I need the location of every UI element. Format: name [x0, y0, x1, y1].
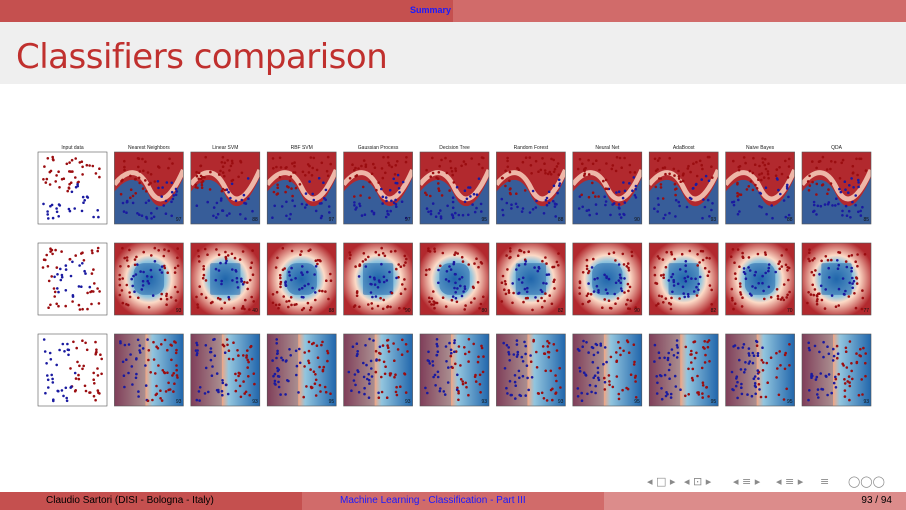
- column-title: Random Forest: [514, 145, 549, 151]
- accuracy-score: 88: [252, 217, 258, 223]
- accuracy-score: 97: [405, 217, 411, 223]
- classifier-panel: 88: [190, 151, 261, 225]
- footer-left: Claudio Sartori (DISI - Bologna - Italy): [0, 492, 302, 510]
- slide-title: Classifiers comparison: [16, 37, 388, 77]
- accuracy-score: 93: [176, 308, 182, 314]
- classifier-panel: 88: [496, 151, 566, 225]
- accuracy-score: 90: [405, 308, 411, 314]
- nav-toc-icon[interactable]: ≡: [820, 475, 830, 488]
- classifier-panel: 80: [419, 242, 490, 316]
- accuracy-score: 77: [863, 308, 869, 314]
- footer-course[interactable]: Machine Learning - Classification - Part…: [340, 495, 526, 506]
- column-title: Decision Tree: [439, 145, 470, 151]
- column-title: RBF SVM: [291, 145, 313, 151]
- section-link[interactable]: Summary: [409, 5, 451, 15]
- accuracy-score: 93: [711, 217, 717, 223]
- header-bar-right: [453, 0, 906, 22]
- classifier-panel: 88: [725, 151, 795, 225]
- accuracy-score: 88: [787, 217, 793, 223]
- footer: Claudio Sartori (DISI - Bologna - Italy)…: [0, 492, 906, 510]
- nav-section-icon[interactable]: ◂ ≡ ▸: [733, 475, 761, 488]
- accuracy-score: 70: [787, 308, 793, 314]
- accuracy-score: 95: [481, 217, 487, 223]
- accuracy-score: 97: [176, 217, 182, 223]
- accuracy-score: 90: [634, 308, 640, 314]
- classifier-panel: 82: [496, 242, 566, 316]
- column-title: Nearest Neighbors: [128, 145, 170, 151]
- classifier-panel: 93: [496, 333, 566, 407]
- column-title: Input data: [61, 145, 83, 151]
- accuracy-score: 97: [329, 217, 335, 223]
- classifier-panel: 97: [114, 151, 184, 225]
- accuracy-score: 80: [481, 308, 487, 314]
- nav-subsection-icon[interactable]: ◂ ⊡ ▸: [684, 475, 712, 488]
- classifier-panel: 40: [190, 242, 261, 316]
- footer-author: Claudio Sartori (DISI - Bologna - Italy): [46, 495, 214, 506]
- accuracy-score: 85: [863, 217, 869, 223]
- classifier-panel: 93: [419, 333, 490, 407]
- nav-frame-icon[interactable]: ◂ □ ▸: [647, 475, 676, 488]
- accuracy-score: 93: [481, 399, 487, 405]
- accuracy-score: 88: [329, 308, 335, 314]
- classifier-panel: 85: [801, 151, 872, 225]
- footer-right: 93 / 94: [604, 492, 906, 510]
- classifier-panel: 95: [648, 333, 719, 407]
- classifier-panel: 90: [572, 242, 643, 316]
- classifier-panel: 70: [725, 242, 795, 316]
- accuracy-score: 95: [787, 399, 793, 405]
- accuracy-score: 40: [252, 308, 258, 314]
- accuracy-score: 90: [634, 217, 640, 223]
- classifier-panel: 97: [343, 151, 413, 225]
- column-title: QDA: [831, 145, 843, 151]
- classifier-panel: 88: [266, 242, 337, 316]
- footer-page: 93 / 94: [861, 495, 892, 506]
- classifier-panel: 90: [343, 242, 413, 316]
- classifier-comparison-figure: Input data Nearest Neighbors Linear SVM RBF…: [37, 145, 872, 407]
- column-title: Naive Bayes: [746, 145, 775, 151]
- classifier-panel: 97: [266, 151, 337, 225]
- classifier-panel: 82: [648, 242, 719, 316]
- accuracy-score: 93: [863, 399, 869, 405]
- title-bar: Classifiers comparison: [0, 22, 906, 84]
- classifier-panel: 95: [572, 333, 643, 407]
- classifier-panel: 95: [725, 333, 795, 407]
- nav-presentation-icon[interactable]: ◂ ≡ ▸: [776, 475, 804, 488]
- header-bar: Summary: [0, 0, 906, 22]
- classifier-panel: 95: [419, 151, 490, 225]
- classifier-panel: 93: [114, 333, 184, 407]
- accuracy-score: 93: [405, 399, 411, 405]
- classifier-panel: 93: [648, 151, 719, 225]
- classifier-panel: 90: [572, 151, 643, 225]
- classifier-panel: 77: [801, 242, 872, 316]
- accuracy-score: 93: [558, 399, 564, 405]
- accuracy-score: 93: [176, 399, 182, 405]
- classifier-panel: 95: [266, 333, 337, 407]
- column-title: AdaBoost: [673, 145, 695, 151]
- accuracy-score: 95: [329, 399, 335, 405]
- input-data-panel: [37, 242, 108, 316]
- nav-search-icon[interactable]: ◯◯◯: [848, 475, 885, 488]
- input-data-panel: [37, 151, 108, 225]
- footer-center: Machine Learning - Classification - Part…: [302, 492, 604, 510]
- accuracy-score: 95: [711, 399, 717, 405]
- classifier-panel: 93: [190, 333, 261, 407]
- input-data-panel: [37, 333, 108, 407]
- accuracy-score: 95: [634, 399, 640, 405]
- column-title: Gaussian Process: [358, 145, 399, 151]
- accuracy-score: 82: [558, 308, 564, 314]
- classifier-panel: 93: [114, 242, 184, 316]
- accuracy-score: 93: [252, 399, 258, 405]
- accuracy-score: 88: [558, 217, 564, 223]
- classifier-panel: 93: [801, 333, 872, 407]
- classifier-panel: 93: [343, 333, 413, 407]
- accuracy-score: 82: [711, 308, 717, 314]
- column-title: Neural Net: [595, 145, 620, 151]
- column-title: Linear SVM: [212, 145, 238, 151]
